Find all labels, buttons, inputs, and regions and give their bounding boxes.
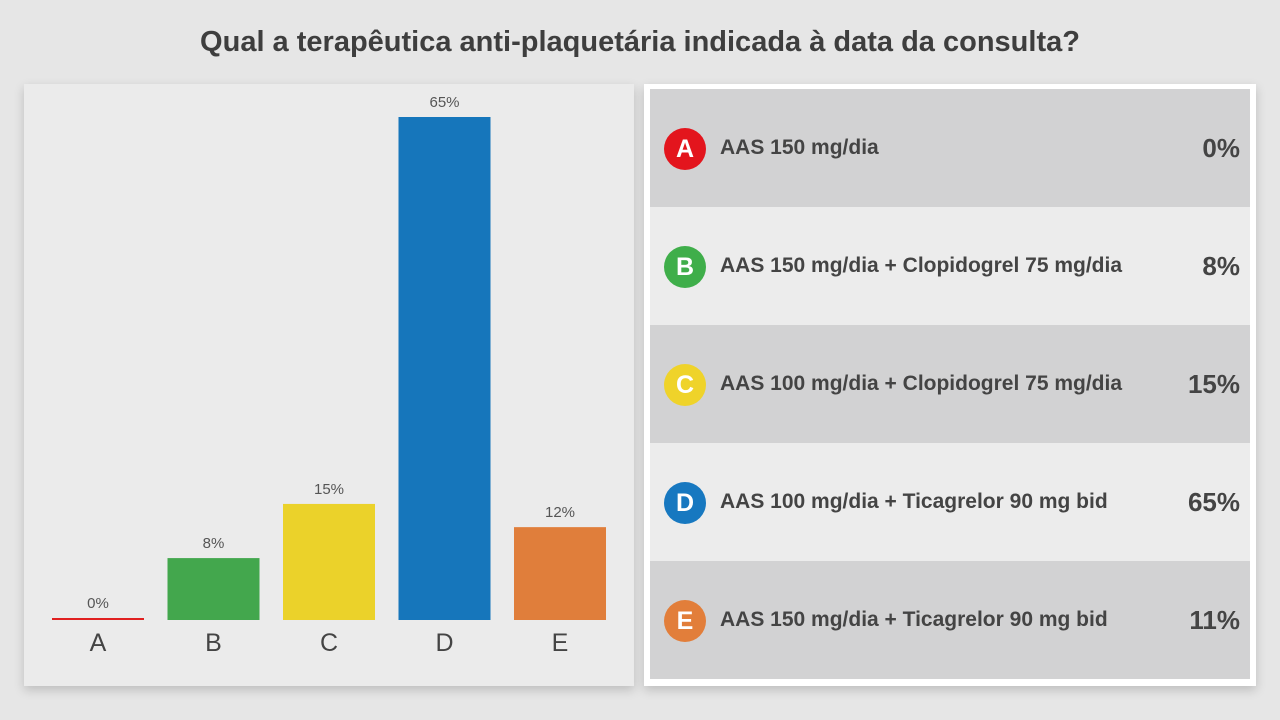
option-letter-badge: C [664, 364, 706, 406]
option-letter-badge: A [664, 128, 706, 170]
bar-c [283, 503, 375, 620]
option-row-c: C AAS 100 mg/dia + Clopidogrel 75 mg/dia… [650, 325, 1250, 443]
bar-a [52, 618, 144, 620]
category-tick-label: A [90, 629, 107, 657]
bar-value-label: 12% [545, 504, 575, 521]
option-row-d: D AAS 100 mg/dia + Ticagrelor 90 mg bid … [650, 443, 1250, 561]
option-label: AAS 100 mg/dia + Clopidogrel 75 mg/dia [720, 372, 1123, 395]
bar-e [514, 527, 606, 620]
bar-d [398, 117, 491, 620]
option-letter-badge: B [664, 246, 706, 288]
option-label: AAS 150 mg/dia [720, 136, 879, 159]
option-percent: 8% [1202, 251, 1240, 281]
question-title: Qual a terapêutica anti-plaquetária indi… [200, 26, 1080, 58]
option-percent: 0% [1202, 133, 1240, 163]
option-label: AAS 150 mg/dia + Ticagrelor 90 mg bid [720, 608, 1108, 631]
bar-b [167, 558, 260, 620]
option-letter-badge: E [664, 600, 706, 642]
option-row-a: A AAS 150 mg/dia 0% [650, 89, 1250, 207]
options-panel: A AAS 150 mg/dia 0% B AAS 150 mg/dia + C… [644, 84, 1256, 686]
option-letter-badge: D [664, 482, 706, 524]
bar-value-label: 0% [87, 595, 109, 612]
bar-chart: 0% A 8% B 15% C 65% D 12% E [52, 94, 606, 657]
option-label: AAS 150 mg/dia + Clopidogrel 75 mg/dia [720, 254, 1123, 277]
category-tick-label: D [435, 629, 453, 657]
option-percent: 15% [1187, 369, 1240, 399]
category-tick-label: B [205, 629, 222, 657]
bar-value-label: 65% [429, 94, 459, 111]
category-tick-label: E [552, 629, 569, 657]
option-row-b: B AAS 150 mg/dia + Clopidogrel 75 mg/dia… [650, 207, 1250, 325]
option-percent: 11% [1189, 605, 1240, 635]
bar-value-label: 8% [203, 535, 225, 552]
bar-chart-panel: 0% A 8% B 15% C 65% D 12% E [24, 84, 634, 686]
option-percent: 65% [1187, 487, 1240, 517]
category-tick-label: C [320, 629, 338, 657]
option-label: AAS 100 mg/dia + Ticagrelor 90 mg bid [720, 490, 1108, 513]
option-row-e: E AAS 150 mg/dia + Ticagrelor 90 mg bid … [650, 561, 1250, 679]
bar-value-label: 15% [314, 481, 344, 498]
